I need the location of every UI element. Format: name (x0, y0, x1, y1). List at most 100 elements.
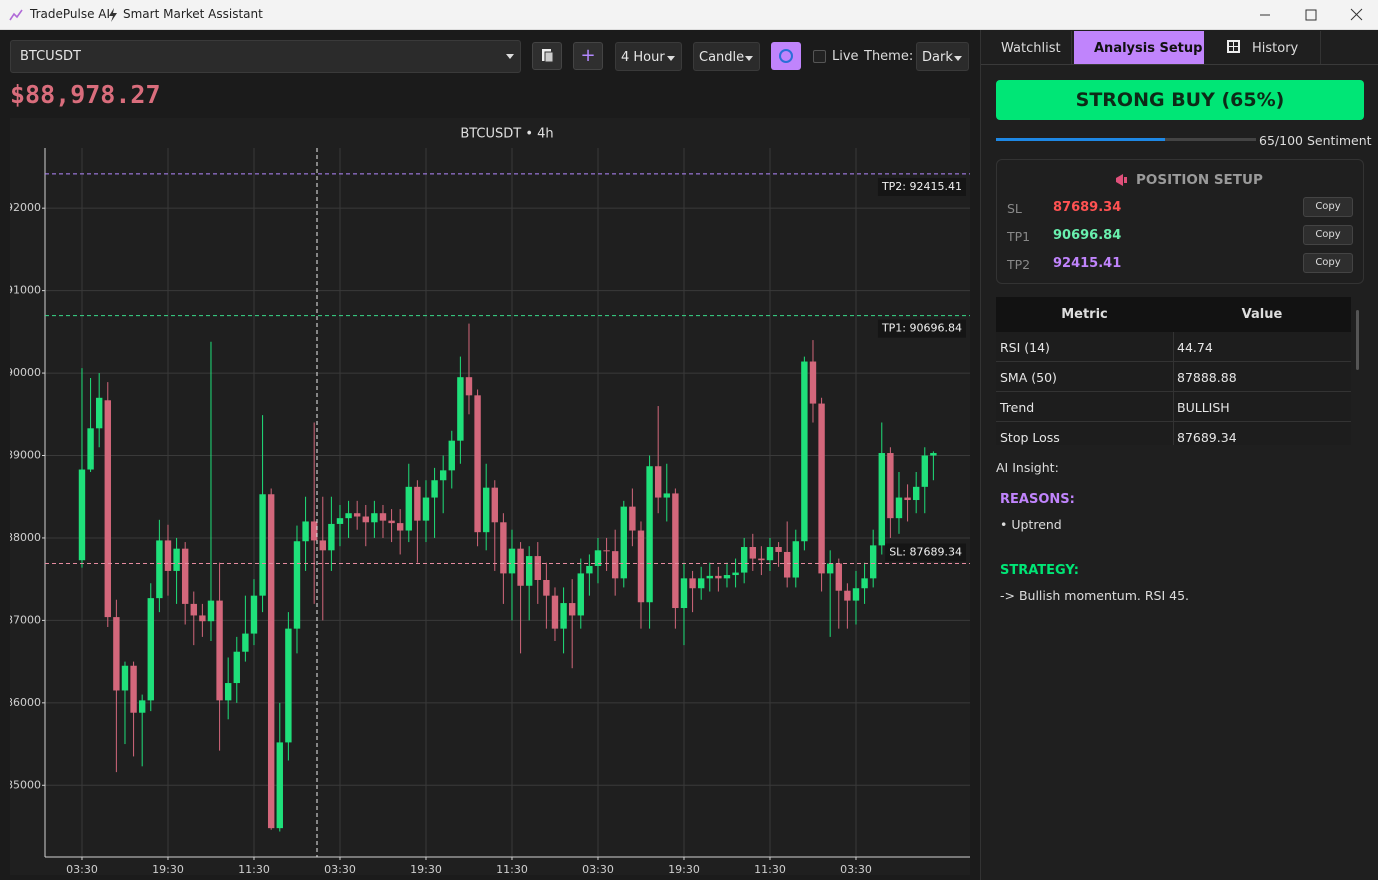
level-label-bg (877, 319, 966, 338)
tab[interactable]: History (1206, 31, 1321, 64)
candle-body (758, 558, 765, 561)
candle-body (371, 513, 378, 523)
symbol-input[interactable]: BTCUSDT (10, 40, 521, 73)
copy-button[interactable]: Copy (1303, 225, 1353, 245)
copy-button[interactable]: Copy (1303, 253, 1353, 273)
y-tick-label: 89000 (10, 449, 41, 462)
candle-body (457, 377, 464, 441)
refresh-icon (779, 49, 793, 63)
candle-body (912, 486, 920, 501)
candle-body (250, 595, 258, 634)
scrollbar[interactable] (1356, 310, 1359, 370)
candle-body (396, 523, 404, 531)
candle-body (181, 548, 189, 604)
copy-symbol-button[interactable] (532, 42, 562, 70)
candle-body (104, 400, 111, 618)
candle-body (78, 469, 86, 561)
bolt-icon (109, 8, 117, 22)
candle-body (801, 361, 808, 542)
level-label: TP2: 92415.41 (881, 180, 962, 193)
level-label: SL: 87689.34 (889, 546, 962, 559)
candle-body (285, 628, 292, 743)
candle-body (336, 518, 344, 524)
theme-text: Dark (922, 50, 953, 65)
candle-body (310, 521, 318, 541)
candle-body (276, 742, 283, 829)
insight-title: AI Insight: (996, 460, 1059, 475)
candle-body (861, 578, 868, 589)
timeframe-dropdown[interactable]: 4 Hour (615, 42, 682, 71)
candle-body (207, 600, 215, 622)
symbol-text: BTCUSDT (20, 49, 81, 64)
add-button[interactable]: + (573, 42, 603, 70)
candlestick-chart: BTCUSDT • 4h 85000 86000 87000 88000 89000 90… (10, 118, 970, 875)
refresh-button[interactable] (771, 42, 801, 70)
candle-body (293, 541, 301, 629)
candle-body (543, 579, 550, 596)
level-label: TP1: 90696.84 (881, 322, 962, 335)
candle-body (921, 455, 928, 487)
tab-active[interactable]: Analysis Setup (1074, 31, 1204, 64)
x-tick-label: 11:30 (496, 863, 528, 875)
cell: SMA (50) (1000, 370, 1057, 385)
candle-body (121, 665, 129, 691)
candle-body (388, 520, 395, 524)
candle-body (224, 683, 232, 701)
candle-body (603, 550, 610, 552)
candle-body (930, 453, 937, 456)
candle-body (568, 603, 576, 616)
doc-icon (542, 49, 554, 63)
tab-label: History (1252, 41, 1299, 56)
candle-body (199, 615, 206, 622)
candle-body (190, 603, 197, 616)
candle-body (353, 513, 361, 517)
tp1-value: 90696.84 (1053, 228, 1122, 243)
sentiment-bar (996, 138, 1165, 141)
title-bar: TradePulse AI Smart Market Assistant (0, 0, 1378, 30)
candle-body (267, 494, 275, 829)
candle-body (646, 466, 653, 603)
candle-body (680, 578, 688, 609)
candle-body (302, 521, 309, 542)
candle-body (534, 556, 541, 580)
candle-body (439, 470, 447, 481)
candle-body (259, 494, 266, 596)
candle-body (869, 545, 877, 579)
cell: RSI (14) (1000, 340, 1050, 355)
candle-body (448, 440, 455, 471)
candle-body (706, 575, 713, 579)
tab-divider (981, 64, 1378, 65)
candle-body (431, 480, 438, 498)
x-tick-label: 03:30 (840, 863, 872, 875)
candle-body (138, 700, 146, 713)
candle-body (586, 565, 593, 574)
megaphone-icon (1116, 174, 1127, 186)
candle-body (749, 547, 756, 559)
style-dropdown[interactable]: Candle (693, 42, 760, 71)
level-label-bg (885, 543, 966, 562)
position-title: POSITION SETUP (1136, 172, 1263, 188)
candle-body (216, 600, 223, 701)
y-tick-label: 88000 (10, 531, 41, 544)
tab[interactable]: Watchlist (982, 31, 1072, 64)
style-text: Candle (699, 50, 745, 65)
candle-body (715, 575, 722, 579)
candle-body (474, 395, 481, 533)
window-controls[interactable] (1255, 6, 1370, 24)
live-checkbox[interactable] (813, 50, 826, 63)
signal-banner: STRONG BUY (65%) (996, 80, 1364, 120)
candle-body (775, 547, 782, 552)
table-row (996, 392, 1351, 422)
theme-dropdown[interactable]: Dark (916, 42, 969, 71)
copy-button[interactable]: Copy (1303, 197, 1353, 217)
candle-body (740, 547, 748, 573)
sentiment-track (996, 138, 1256, 141)
candle-body (809, 361, 817, 404)
candle-body (895, 497, 903, 519)
column-divider (1173, 332, 1174, 445)
x-tick-label: 19:30 (668, 863, 700, 875)
candle-body (672, 493, 679, 609)
sl-label: SL (1007, 201, 1022, 216)
y-tick-label: 92000 (10, 201, 41, 214)
